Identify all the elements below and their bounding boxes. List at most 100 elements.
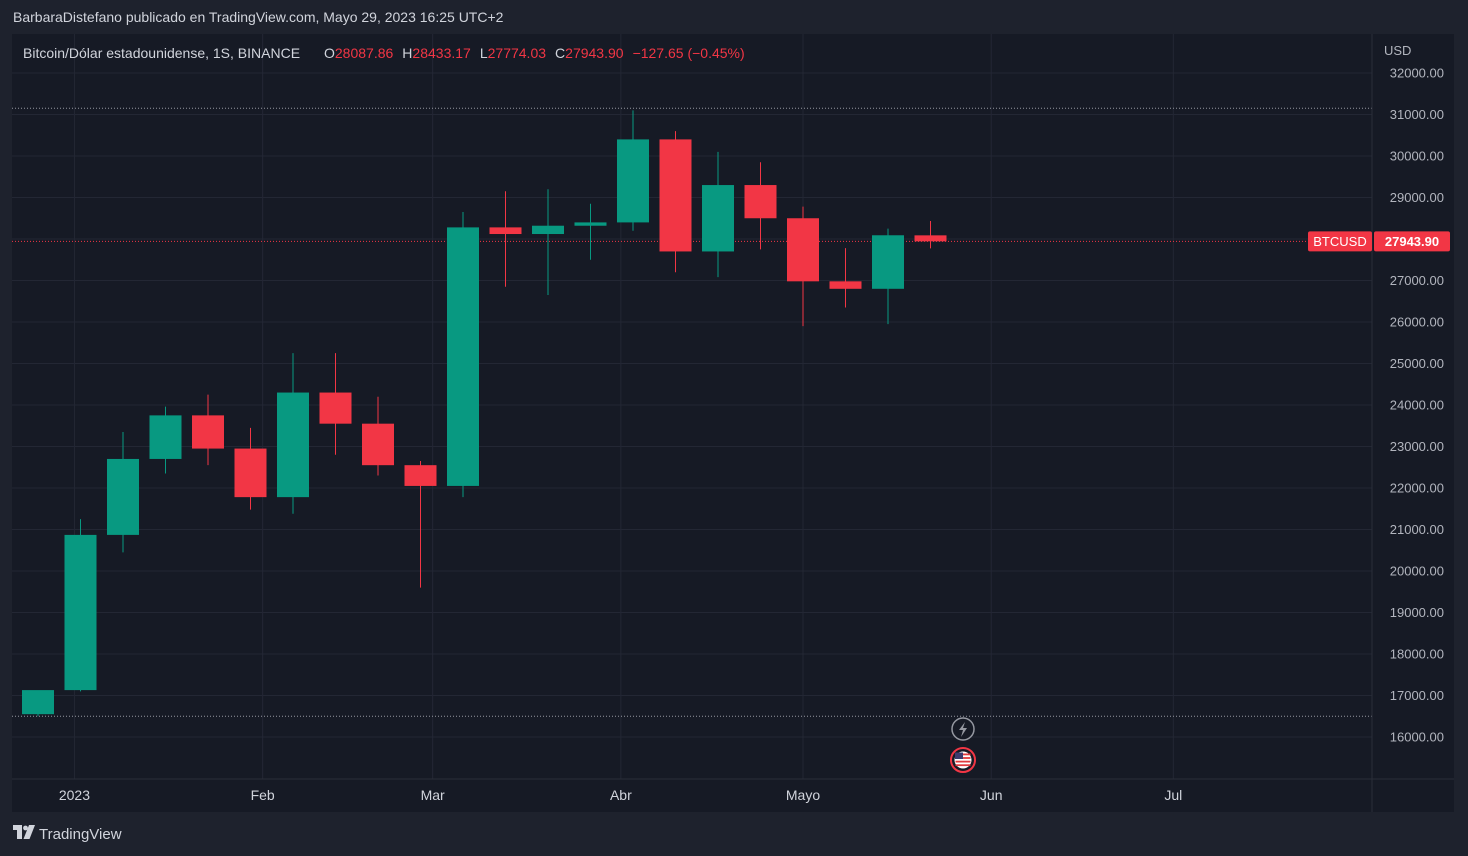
candle-down <box>234 427 267 510</box>
candle-body <box>489 227 522 235</box>
candle-down <box>489 191 522 287</box>
candle-body <box>872 235 904 289</box>
candle-down <box>404 461 437 588</box>
candle-down <box>787 206 819 327</box>
price-tick-label: 25000.00 <box>1390 356 1444 371</box>
price-tick-label: 32000.00 <box>1390 66 1444 81</box>
tradingview-logo-icon[interactable] <box>13 825 35 844</box>
price-tick-label: 30000.00 <box>1390 149 1444 164</box>
candle-down <box>319 353 352 455</box>
candle-up <box>447 212 479 498</box>
candle-body <box>914 235 947 242</box>
candles <box>22 110 947 717</box>
flag-stripe <box>955 764 971 767</box>
candle-body <box>829 281 862 289</box>
legend-high-value: 28433.17 <box>412 45 471 61</box>
legend: Bitcoin/Dólar estadounidense, 1S, BINANC… <box>23 45 745 61</box>
price-tick-label: 27000.00 <box>1390 273 1444 288</box>
candle-body <box>319 392 352 424</box>
chart-pane[interactable]: 16000.00 17000.00 18000.00 19000.00 20000.00… <box>12 34 1454 812</box>
last-price-value: 27943.90 <box>1385 234 1439 249</box>
price-tick-label: 17000.00 <box>1390 688 1444 703</box>
candle-up <box>617 110 649 231</box>
legend-close-label: C <box>555 45 565 61</box>
candle-up <box>574 203 607 260</box>
candle-body <box>532 225 564 235</box>
candle-body <box>107 458 139 535</box>
price-tick-label: 23000.00 <box>1390 439 1444 454</box>
candle-body <box>617 139 649 223</box>
candle-body <box>362 423 394 466</box>
candle-body <box>787 218 819 282</box>
us-flag-icon[interactable] <box>950 747 976 773</box>
price-tick-label: 21000.00 <box>1390 522 1444 537</box>
last-price-ticker-bg <box>1308 231 1372 252</box>
axes[interactable]: 16000.00 17000.00 18000.00 19000.00 20000.00… <box>12 34 1454 812</box>
price-tick-label: 22000.00 <box>1390 481 1444 496</box>
grid-lines <box>12 34 1372 779</box>
candle-body <box>702 185 734 252</box>
candle-up <box>872 228 904 325</box>
candle-up <box>64 519 97 692</box>
publication-line: BarbaraDistefano publicado en TradingVie… <box>13 9 504 25</box>
time-tick-label: Jun <box>980 787 1003 803</box>
time-tick-label: 2023 <box>59 787 90 803</box>
candle-body <box>574 222 607 226</box>
candle-up <box>702 151 734 278</box>
legend-low-label: L <box>480 45 488 61</box>
legend-high-label: H <box>402 45 412 61</box>
candle-down <box>744 162 777 250</box>
time-tick-label: Feb <box>251 787 275 803</box>
candle-body <box>192 415 224 449</box>
event-markers[interactable] <box>950 717 976 773</box>
flash-bolt <box>959 722 967 737</box>
candle-down <box>914 221 947 249</box>
price-tick-label: 26000.00 <box>1390 315 1444 330</box>
legend-symbol: Bitcoin/Dólar estadounidense, 1S, BINANC… <box>23 45 300 61</box>
price-tick-label: 31000.00 <box>1390 107 1444 122</box>
publication-header: BarbaraDistefano publicado en TradingVie… <box>13 9 503 25</box>
flag-stripe <box>955 760 971 763</box>
legend-close-value: 27943.90 <box>565 45 624 61</box>
candle-body <box>659 139 692 252</box>
candle-up <box>107 431 139 553</box>
legend-low-value: 27774.03 <box>488 45 547 61</box>
candle-down <box>829 248 862 308</box>
last-price-label: BTCUSD 27943.90 <box>1308 231 1450 252</box>
reference-lines <box>12 107 1372 717</box>
price-tick-label: 20000.00 <box>1390 564 1444 579</box>
candle-body <box>447 227 479 486</box>
price-axis-currency: USD <box>1384 43 1411 58</box>
footer-brand[interactable]: TradingView <box>39 826 122 843</box>
candle-body <box>64 534 97 691</box>
footer: TradingView <box>13 825 122 844</box>
candle-body <box>234 448 267 498</box>
candle-body <box>22 690 54 715</box>
candlestick-chart[interactable]: 16000.00 17000.00 18000.00 19000.00 20000.00… <box>12 34 1454 812</box>
candle-down <box>659 131 692 273</box>
legend-ohlc: O28087.86 H28433.17 L27774.03 C27943.90 −127… <box>324 45 745 61</box>
candle-body <box>277 392 309 498</box>
candle-up <box>277 353 309 514</box>
candle-down <box>362 396 394 476</box>
candle-up <box>532 189 564 296</box>
flag-canton <box>955 752 963 759</box>
flash-event-icon[interactable] <box>951 717 975 741</box>
price-tick-label: 18000.00 <box>1390 647 1444 662</box>
price-tick-label: 29000.00 <box>1390 190 1444 205</box>
legend-change: −127.65 (−0.45%) <box>633 45 745 61</box>
time-tick-label: Abr <box>610 787 632 803</box>
candle-body <box>744 185 777 219</box>
legend-open-value: 28087.86 <box>335 45 394 61</box>
price-tick-label: 16000.00 <box>1390 730 1444 745</box>
legend-open-label: O <box>324 45 335 61</box>
last-price-value-bg <box>1374 231 1450 252</box>
time-tick-label: Mayo <box>786 787 820 803</box>
candle-down <box>192 394 224 466</box>
price-tick-label: 19000.00 <box>1390 605 1444 620</box>
candle-up <box>149 406 182 474</box>
candle-body <box>404 465 437 486</box>
price-tick-label: 24000.00 <box>1390 398 1444 413</box>
candle-up <box>22 690 54 717</box>
candle-body <box>149 415 182 459</box>
